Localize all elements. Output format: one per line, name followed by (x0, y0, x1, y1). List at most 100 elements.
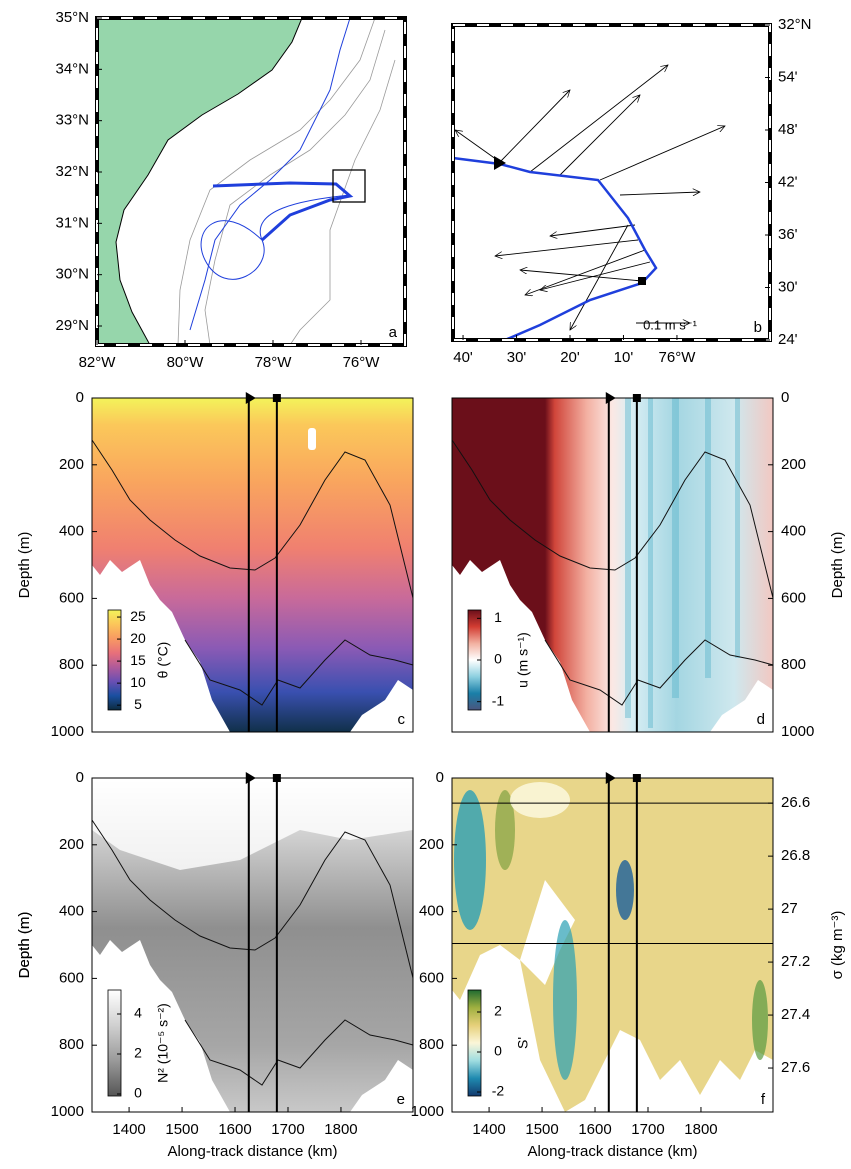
y-tick-label: 400 (59, 523, 84, 540)
colorbar (467, 989, 482, 1097)
anomalies (454, 782, 768, 1080)
shape (495, 790, 515, 870)
x-tick-label: 78°W (255, 354, 293, 371)
colorbar-tick-label: -1 (492, 692, 505, 708)
colorbar-tick-label: -2 (492, 1083, 505, 1099)
y-tick-label: 400 (419, 903, 444, 920)
y-tick-label: 1000 (781, 723, 814, 740)
land (96, 17, 303, 346)
y2-axis-label: σ (kg m⁻³) (829, 911, 846, 980)
track-highlight (212, 181, 354, 242)
triangle-marker (605, 392, 616, 404)
y-tick-label: 0 (76, 769, 84, 786)
x-axis-label: Along-track distance (km) (527, 1143, 697, 1160)
velocity-arrow (529, 65, 668, 173)
n2-field (91, 778, 414, 1112)
velocity-arrow (599, 126, 725, 181)
x-tick-label: 1400 (112, 1121, 145, 1138)
panel-label: b (754, 319, 762, 336)
y-tick-label: 32°N (55, 163, 89, 180)
y-tick-label: 600 (781, 589, 806, 606)
velocity-arrow (559, 95, 640, 176)
gap (308, 428, 316, 450)
y-tick-label: 0 (436, 769, 444, 786)
colorbar-tick-label: 10 (130, 674, 146, 690)
y-tick-label: 30' (778, 278, 798, 295)
y-tick-label: 36' (778, 226, 798, 243)
x-tick-label: 1800 (324, 1121, 357, 1138)
y-tick-label: 800 (781, 656, 806, 673)
y-tick-label: 400 (781, 523, 806, 540)
u-field (451, 398, 774, 732)
x-tick-label: 1500 (165, 1121, 198, 1138)
square-marker (272, 394, 281, 402)
x-tick-label: 1700 (631, 1121, 664, 1138)
x-axis-label: Along-track distance (km) (167, 1143, 337, 1160)
y2-tick-label: 27.6 (781, 1059, 810, 1076)
colorbar-label: N² (10⁻⁵ s⁻²) (155, 1003, 171, 1083)
colorbar-tick-label: 2 (134, 1045, 142, 1061)
y-tick-label: 800 (59, 656, 84, 673)
y-tick-label: 200 (781, 456, 806, 473)
field (92, 398, 413, 732)
y-tick-label: 1000 (411, 1103, 444, 1120)
y2-tick-label: 26.6 (781, 794, 810, 811)
panel-label: d (757, 711, 765, 728)
panel-label: f (761, 1091, 766, 1108)
y-tick-label: 34°N (55, 60, 89, 77)
square-marker (632, 394, 641, 402)
velocity-arrow (569, 224, 629, 330)
x-tick-label: 80°W (167, 354, 205, 371)
y-tick-label: 600 (419, 969, 444, 986)
y-tick-label: 29°N (55, 317, 89, 334)
y-axis-label: Depth (m) (829, 532, 846, 599)
square-marker (638, 277, 646, 285)
triangle-marker (605, 772, 616, 784)
map-frame-dash (452, 24, 771, 341)
y-tick-label: 600 (59, 969, 84, 986)
shape (625, 398, 631, 718)
colorbar-label: u (m s⁻¹) (515, 632, 531, 688)
weak-layer (92, 778, 413, 870)
x-tick-label: 10' (614, 349, 634, 366)
map-b-track (452, 156, 658, 342)
isobath (289, 59, 396, 346)
colorbar-tick-label: 5 (134, 696, 142, 712)
x-tick-label: 1800 (684, 1121, 717, 1138)
map-frame-dash (96, 17, 406, 346)
field (452, 398, 773, 732)
x-tick-label: 1600 (578, 1121, 611, 1138)
shape (648, 398, 653, 728)
velocity-arrow (619, 192, 700, 195)
velocity-arrow (550, 224, 636, 236)
colorbar (107, 609, 122, 711)
y-tick-label: 31°N (55, 214, 89, 231)
x-tick-label: 1500 (525, 1121, 558, 1138)
colorbar-tick-label: 15 (130, 652, 146, 668)
triangle-marker (245, 772, 256, 784)
x-tick-label: 1700 (271, 1121, 304, 1138)
panel-label: e (397, 1091, 405, 1108)
y-tick-label: 33°N (55, 112, 89, 129)
y-tick-label: 600 (59, 589, 84, 606)
shape (454, 790, 486, 930)
y-tick-label: 200 (59, 836, 84, 853)
scale-label: 0.1 m s⁻¹ (643, 317, 697, 332)
velocity-arrow (499, 90, 570, 163)
x-tick-label: 20' (560, 349, 580, 366)
x-tick-label: 82°W (79, 354, 117, 371)
panel-label: a (389, 324, 398, 341)
colorbar-tick-label: 1 (494, 609, 502, 625)
colorbar-tick-label: 25 (130, 608, 146, 624)
velocity-arrow (495, 239, 639, 256)
theta-field (91, 398, 414, 732)
y-axis-label: Depth (m) (16, 912, 33, 979)
shape (616, 860, 634, 920)
colorbar-tick-label: 2 (494, 1003, 502, 1019)
y2-tick-label: 26.8 (781, 847, 810, 864)
y2-tick-label: 27.4 (781, 1006, 810, 1023)
gap (520, 880, 575, 985)
x-tick-label: 1400 (472, 1121, 505, 1138)
